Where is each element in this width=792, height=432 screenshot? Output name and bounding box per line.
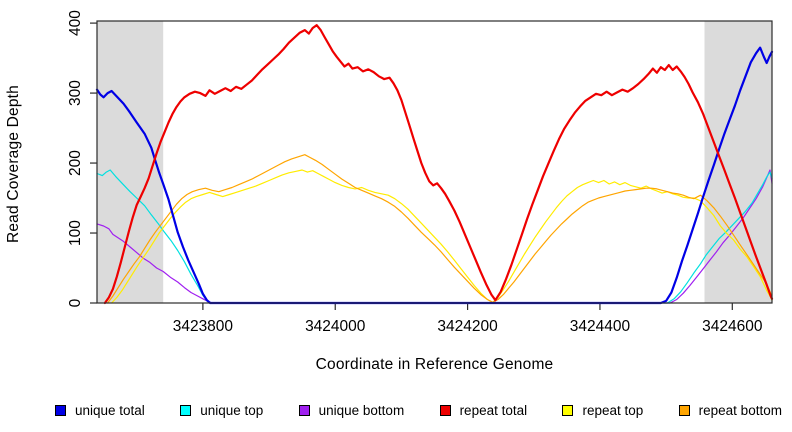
legend-label: unique bottom [318,402,405,418]
legend-label: repeat top [582,402,644,418]
legend-swatch-icon [55,404,66,416]
shaded-region [97,21,164,303]
x-tick-label: 3424600 [702,318,763,335]
x-tick-label: 3424000 [305,318,366,335]
legend-item-repeat-bottom: repeat bottom [678,402,782,418]
legend: unique total unique top unique bottom repea… [55,399,782,421]
legend-label: unique top [200,402,264,418]
series-repeat-total [103,24,774,305]
legend-swatch-icon [678,404,690,416]
y-tick-label: 200 [67,150,84,176]
legend-label: repeat total [459,402,528,418]
series-unique-total [95,46,774,305]
y-tick-label: 100 [67,220,84,246]
y-axis-title: Read Coverage Depth [5,84,22,244]
legend-item-unique-bottom: unique bottom [298,402,405,418]
plot-border [96,20,773,304]
legend-swatch-icon [439,404,451,416]
legend-item-unique-total: unique total [55,403,145,418]
legend-label: repeat bottom [698,402,782,418]
x-tick-label: 3424400 [570,318,631,335]
legend-item-repeat-total: repeat total [439,402,528,418]
y-tick-label: 0 [67,298,84,307]
legend-item-repeat-top: repeat top [562,403,643,418]
series-repeat-bottom [106,154,773,304]
legend-swatch-icon [298,404,310,416]
plot-area: 3423800 3424000 3424200 3424400 3424600 0 100 2… [67,10,774,335]
y-tick-label: 400 [67,10,84,36]
x-tick-label: 3424200 [437,318,498,335]
legend-label: unique total [75,402,145,418]
x-axis-title: Coordinate in Reference Genome [315,356,554,373]
series-repeat-top [110,169,773,304]
x-tick-label: 3423800 [173,318,234,335]
y-tick-label: 300 [67,80,84,106]
legend-item-unique-top: unique top [180,403,263,418]
legend-swatch-icon [562,404,574,416]
legend-swatch-icon [180,404,192,416]
